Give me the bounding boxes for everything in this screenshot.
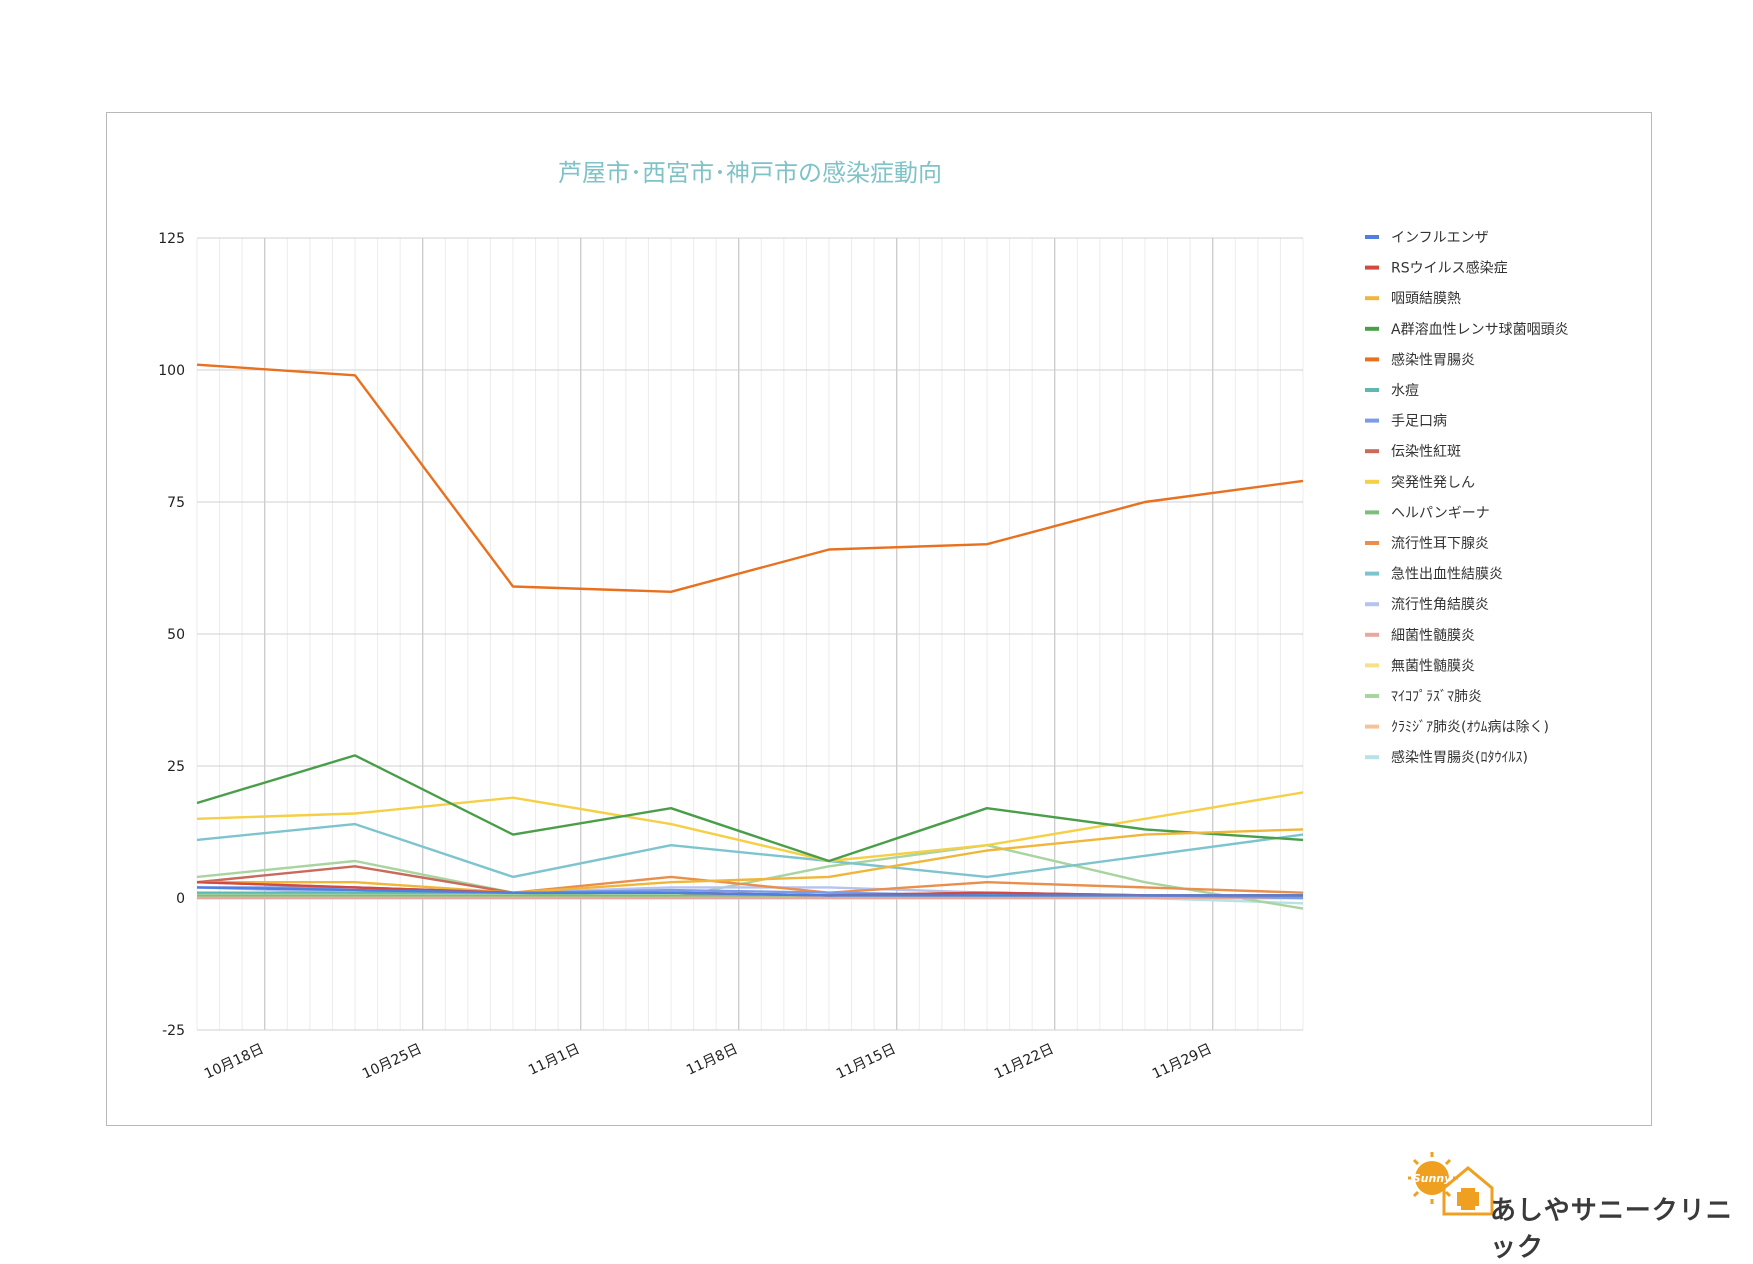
legend-label: 手足口病: [1391, 414, 1447, 430]
y-tick-label: 125: [158, 231, 185, 247]
legend-label: A群溶血性レンサ球菌咽頭炎: [1391, 322, 1569, 338]
y-tick-label: 100: [158, 363, 185, 379]
legend-label: 細菌性髄膜炎: [1391, 628, 1475, 644]
line-chart: 10月18日 10月25日 11月1日 11月8日 11月15日 11月22日 11月29日…: [158, 159, 1569, 1083]
clinic-name: あしやサニークリニック: [1490, 1196, 1733, 1263]
x-tick-label: 11月29日: [1150, 1041, 1214, 1082]
y-tick-label: -25: [162, 1023, 185, 1039]
x-tick-label: 11月1日: [526, 1041, 582, 1079]
series-line-4: [196, 363, 1304, 593]
legend-label: 流行性耳下腺炎: [1391, 536, 1489, 552]
chart-frame: 10月18日 10月25日 11月1日 11月8日 11月15日 11月22日 11月29日…: [106, 112, 1652, 1126]
sun-icon: Sunny: [1408, 1152, 1458, 1204]
legend-label: 水痘: [1391, 383, 1419, 399]
x-tick-label: 10月18日: [202, 1041, 266, 1082]
legend-label: 流行性角結膜炎: [1391, 597, 1489, 613]
legend-label: 伝染性紅斑: [1391, 444, 1461, 460]
series-line-11: [196, 822, 1304, 879]
series-line-8: [196, 791, 1304, 863]
x-tick-label: 11月22日: [992, 1041, 1056, 1082]
series-line-3: [196, 754, 1304, 863]
legend-label: 急性出血性結膜炎: [1391, 567, 1503, 583]
y-tick-label: 0: [176, 891, 185, 907]
legend-label: RSウイルス感染症: [1391, 260, 1508, 277]
legend-label: インフルエンザ: [1391, 230, 1489, 246]
x-tick-label: 11月8日: [684, 1041, 740, 1079]
series-line-15: [196, 844, 1304, 910]
series-line-2: [197, 828, 1304, 894]
y-tick-label: 50: [167, 627, 185, 643]
house-cross-icon: [1442, 1166, 1494, 1216]
y-tick-label: 75: [167, 495, 185, 511]
legend-label: 感染性胃腸炎(ﾛﾀｳｲﾙｽ): [1391, 749, 1528, 766]
legend-label: ﾏｲｺﾌﾟﾗｽﾞﾏ肺炎: [1391, 689, 1482, 705]
legend-label: 無菌性髄膜炎: [1391, 658, 1475, 674]
series-line-0: [196, 886, 1303, 897]
chart-title: 芦屋市･西宮市･神戸市の感染症動向: [558, 159, 942, 187]
logo-mark-text: Sunny: [1413, 1172, 1452, 1185]
legend-label: ヘルパンギーナ: [1391, 505, 1490, 521]
x-tick-label: 11月15日: [834, 1041, 898, 1082]
legend-label: 感染性胃腸炎: [1391, 351, 1475, 368]
legend-label: 突発性発しん: [1391, 475, 1475, 491]
legend-label: ｸﾗﾐｼﾞｱ肺炎(ｵｳﾑ病は除く): [1391, 720, 1549, 736]
legend-label: 咽頭結膜熱: [1391, 291, 1461, 307]
x-tick-label: 10月25日: [360, 1041, 424, 1082]
y-tick-label: 25: [167, 759, 185, 775]
clinic-logo: Sunny: [1408, 1152, 1494, 1216]
